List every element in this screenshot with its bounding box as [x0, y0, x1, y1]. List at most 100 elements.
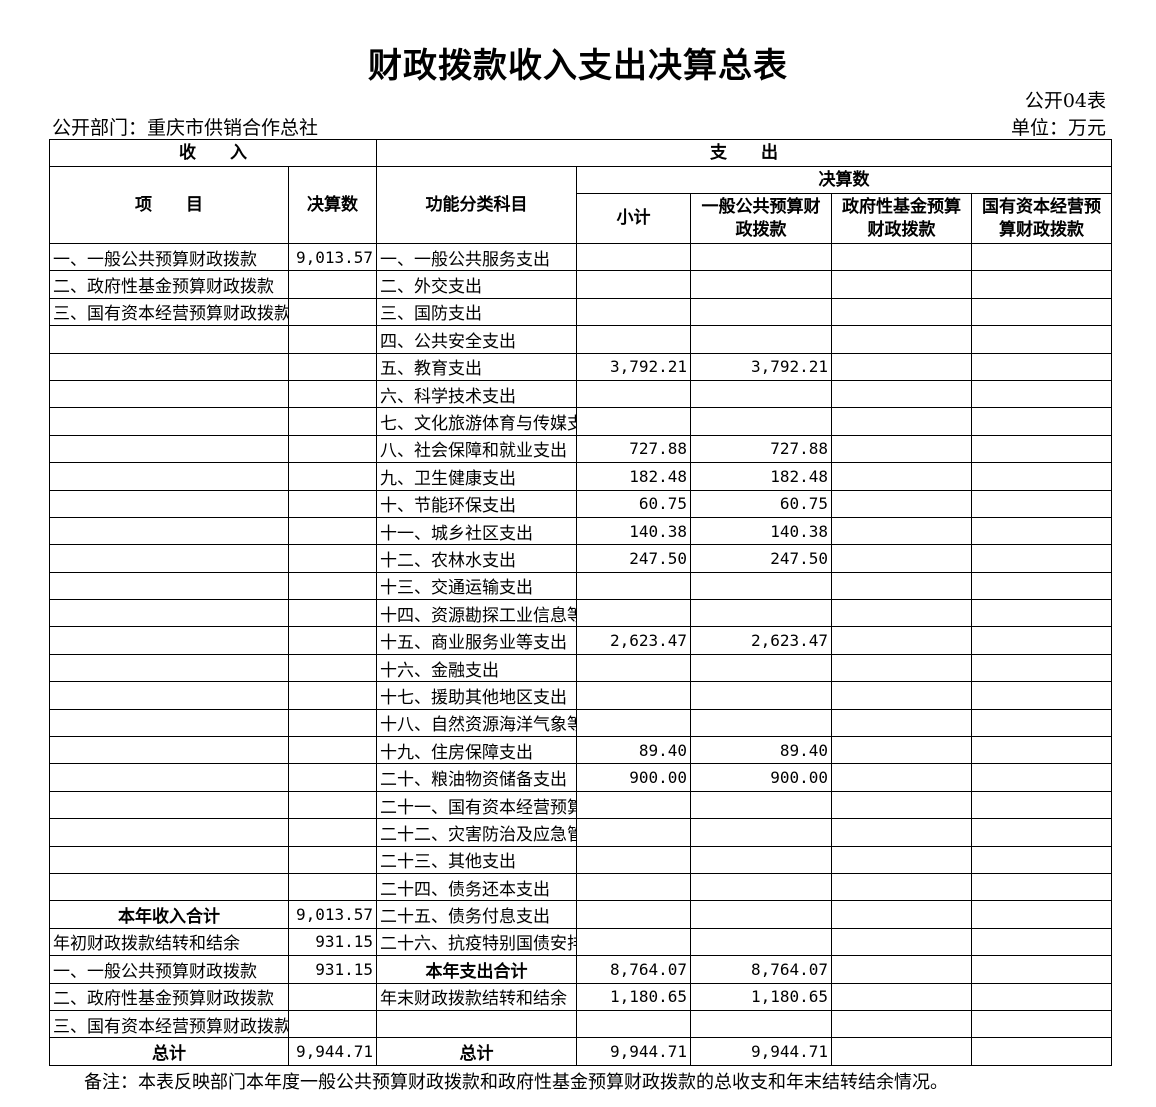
amount-cell [576, 790, 691, 820]
amount-cell [288, 599, 377, 628]
amount-cell [576, 653, 691, 683]
amount-cell: 1,180.65 [690, 982, 832, 1011]
amount-cell [576, 270, 691, 299]
amount-cell [971, 516, 1112, 546]
item-cell: 一、一般公共预算财政拨款 [49, 242, 289, 272]
item-cell: 二、政府性基金预算财政拨款 [49, 982, 289, 1011]
amount-cell [971, 763, 1112, 792]
item-cell: 二十一、国有资本经营预算支出 [376, 790, 577, 820]
table-body: 一、一般公共预算财政拨款 9,013.57 一、一般公共服务支出 二、政府性基金预算财… [49, 242, 1112, 1066]
table-row: 十六、金融支出 [49, 653, 1112, 683]
item-cell: 总计 [376, 1037, 577, 1066]
final-header: 决算数 [576, 166, 1112, 194]
amount-cell [831, 352, 972, 381]
table-row: 二十三、其他支出 [49, 845, 1112, 874]
amount-cell: 9,944.71 [288, 1037, 377, 1066]
item-cell: 总计 [49, 1037, 289, 1066]
table-row: 二、政府性基金预算财政拨款 年末财政拨款结转和结余 1,180.65 1,180.65 [49, 982, 1112, 1011]
table-row: 十、节能环保支出 60.75 60.75 [49, 489, 1112, 518]
function-header: 功能分类科目 [376, 166, 577, 244]
table-row: 四、公共安全支出 [49, 325, 1112, 354]
amount-cell [831, 407, 972, 436]
item-cell [49, 790, 289, 820]
item-cell [49, 845, 289, 874]
amount-cell [971, 708, 1112, 738]
amount-cell [971, 927, 1112, 957]
amount-cell [288, 681, 377, 710]
item-cell [49, 434, 289, 464]
item-cell [49, 626, 289, 655]
item-cell: 八、社会保障和就业支出 [376, 434, 577, 464]
amount-cell [576, 900, 691, 929]
note: 备注：本表反映部门本年度一般公共预算财政拨款和政府性基金预算财政拨款的总收支和年… [84, 1072, 948, 1093]
amount-cell [831, 379, 972, 409]
amount-cell: 60.75 [576, 489, 691, 518]
amount-cell [971, 955, 1112, 984]
item-cell [49, 379, 289, 409]
amount-cell: 1,180.65 [576, 982, 691, 1011]
amount-cell [971, 407, 1112, 436]
amount-cell [831, 434, 972, 464]
amount-cell [288, 407, 377, 436]
amount-cell [690, 242, 832, 272]
amount-cell [831, 462, 972, 491]
amount-cell [576, 599, 691, 628]
item-cell: 二十、粮油物资储备支出 [376, 763, 577, 792]
amount-cell [971, 352, 1112, 381]
amount-cell [690, 571, 832, 601]
amount-cell [288, 1009, 377, 1039]
amount-cell [831, 1009, 972, 1039]
amount-cell [971, 297, 1112, 327]
amount-cell [288, 544, 377, 573]
item-cell: 三、国有资本经营预算财政拨款 [49, 297, 289, 327]
table-row: 二十四、债务还本支出 [49, 872, 1112, 902]
amount-cell: 9,944.71 [576, 1037, 691, 1066]
amount-cell [288, 818, 377, 847]
item-cell: 本年收入合计 [49, 900, 289, 929]
amount-cell [831, 681, 972, 710]
amount-cell: 9,013.57 [288, 242, 377, 272]
amount-cell [831, 516, 972, 546]
table-row: 三、国有资本经营预算财政拨款 三、国防支出 [49, 297, 1112, 327]
item-cell: 二十二、灾害防治及应急管理支出 [376, 818, 577, 847]
item-cell [49, 653, 289, 683]
amount-cell [971, 681, 1112, 710]
amount-cell [971, 571, 1112, 601]
amount-cell [576, 845, 691, 874]
amount-cell [831, 790, 972, 820]
table-row: 本年收入合计 9,013.57 二十五、债务付息支出 [49, 900, 1112, 929]
amount-cell [971, 242, 1112, 272]
item-cell: 二、外交支出 [376, 270, 577, 299]
item-cell: 二十三、其他支出 [376, 845, 577, 874]
amount-cell [831, 242, 972, 272]
amount-cell [690, 790, 832, 820]
table-row: 十九、住房保障支出 89.40 89.40 [49, 736, 1112, 765]
item-cell [49, 352, 289, 381]
amount-cell [831, 489, 972, 518]
amount-cell [831, 325, 972, 354]
amount-cell [971, 599, 1112, 628]
amount-cell [288, 790, 377, 820]
item-cell: 九、卫生健康支出 [376, 462, 577, 491]
amount-cell [576, 1009, 691, 1039]
item-cell: 十八、自然资源海洋气象等支出 [376, 708, 577, 738]
amount-cell [971, 1037, 1112, 1066]
item-cell: 六、科学技术支出 [376, 379, 577, 409]
amount-cell: 931.15 [288, 955, 377, 984]
item-cell [49, 708, 289, 738]
amount-cell: 140.38 [576, 516, 691, 546]
amount-cell [288, 653, 377, 683]
amount-cell [831, 270, 972, 299]
amount-cell [576, 379, 691, 409]
amount-cell [690, 270, 832, 299]
amount-header: 决算数 [288, 166, 377, 244]
table-row: 总计 9,944.71 总计 9,944.71 9,944.71 [49, 1037, 1112, 1066]
amount-cell [971, 653, 1112, 683]
general-header: 一般公共预算财政拨款 [690, 193, 832, 244]
table-row: 二、政府性基金预算财政拨款 二、外交支出 [49, 270, 1112, 299]
amount-cell [288, 626, 377, 655]
item-cell [49, 407, 289, 436]
item-cell: 十四、资源勘探工业信息等支出 [376, 599, 577, 628]
